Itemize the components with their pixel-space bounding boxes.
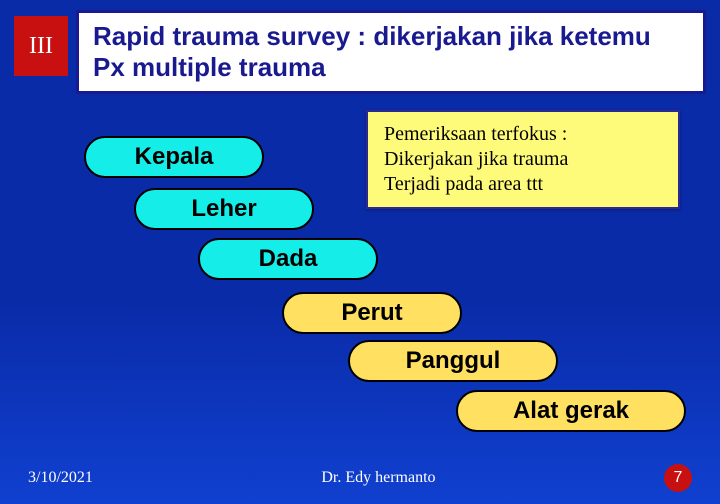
section-number-box: III — [14, 16, 68, 76]
note-line-1: Pemeriksaan terfokus : — [384, 122, 662, 147]
section-number: III — [29, 33, 53, 60]
focus-exam-note: Pemeriksaan terfokus : Dikerjakan jika t… — [366, 110, 680, 209]
body-region-leher: Leher — [134, 188, 314, 230]
body-region-kepala: Kepala — [84, 136, 264, 178]
note-line-2: Dikerjakan jika trauma — [384, 147, 662, 172]
slide-footer: 3/10/2021 Dr. Edy hermanto 7 — [0, 464, 720, 492]
note-line-3: Terjadi pada area ttt — [384, 172, 662, 197]
page-number: 7 — [664, 464, 692, 492]
footer-author: Dr. Edy hermanto — [321, 469, 435, 487]
body-region-panggul: Panggul — [348, 340, 558, 382]
body-region-perut: Perut — [282, 292, 462, 334]
slide-title: Rapid trauma survey : dikerjakan jika ke… — [76, 10, 706, 94]
body-region-alat-gerak: Alat gerak — [456, 390, 686, 432]
body-region-dada: Dada — [198, 238, 378, 280]
footer-date: 3/10/2021 — [28, 469, 93, 487]
